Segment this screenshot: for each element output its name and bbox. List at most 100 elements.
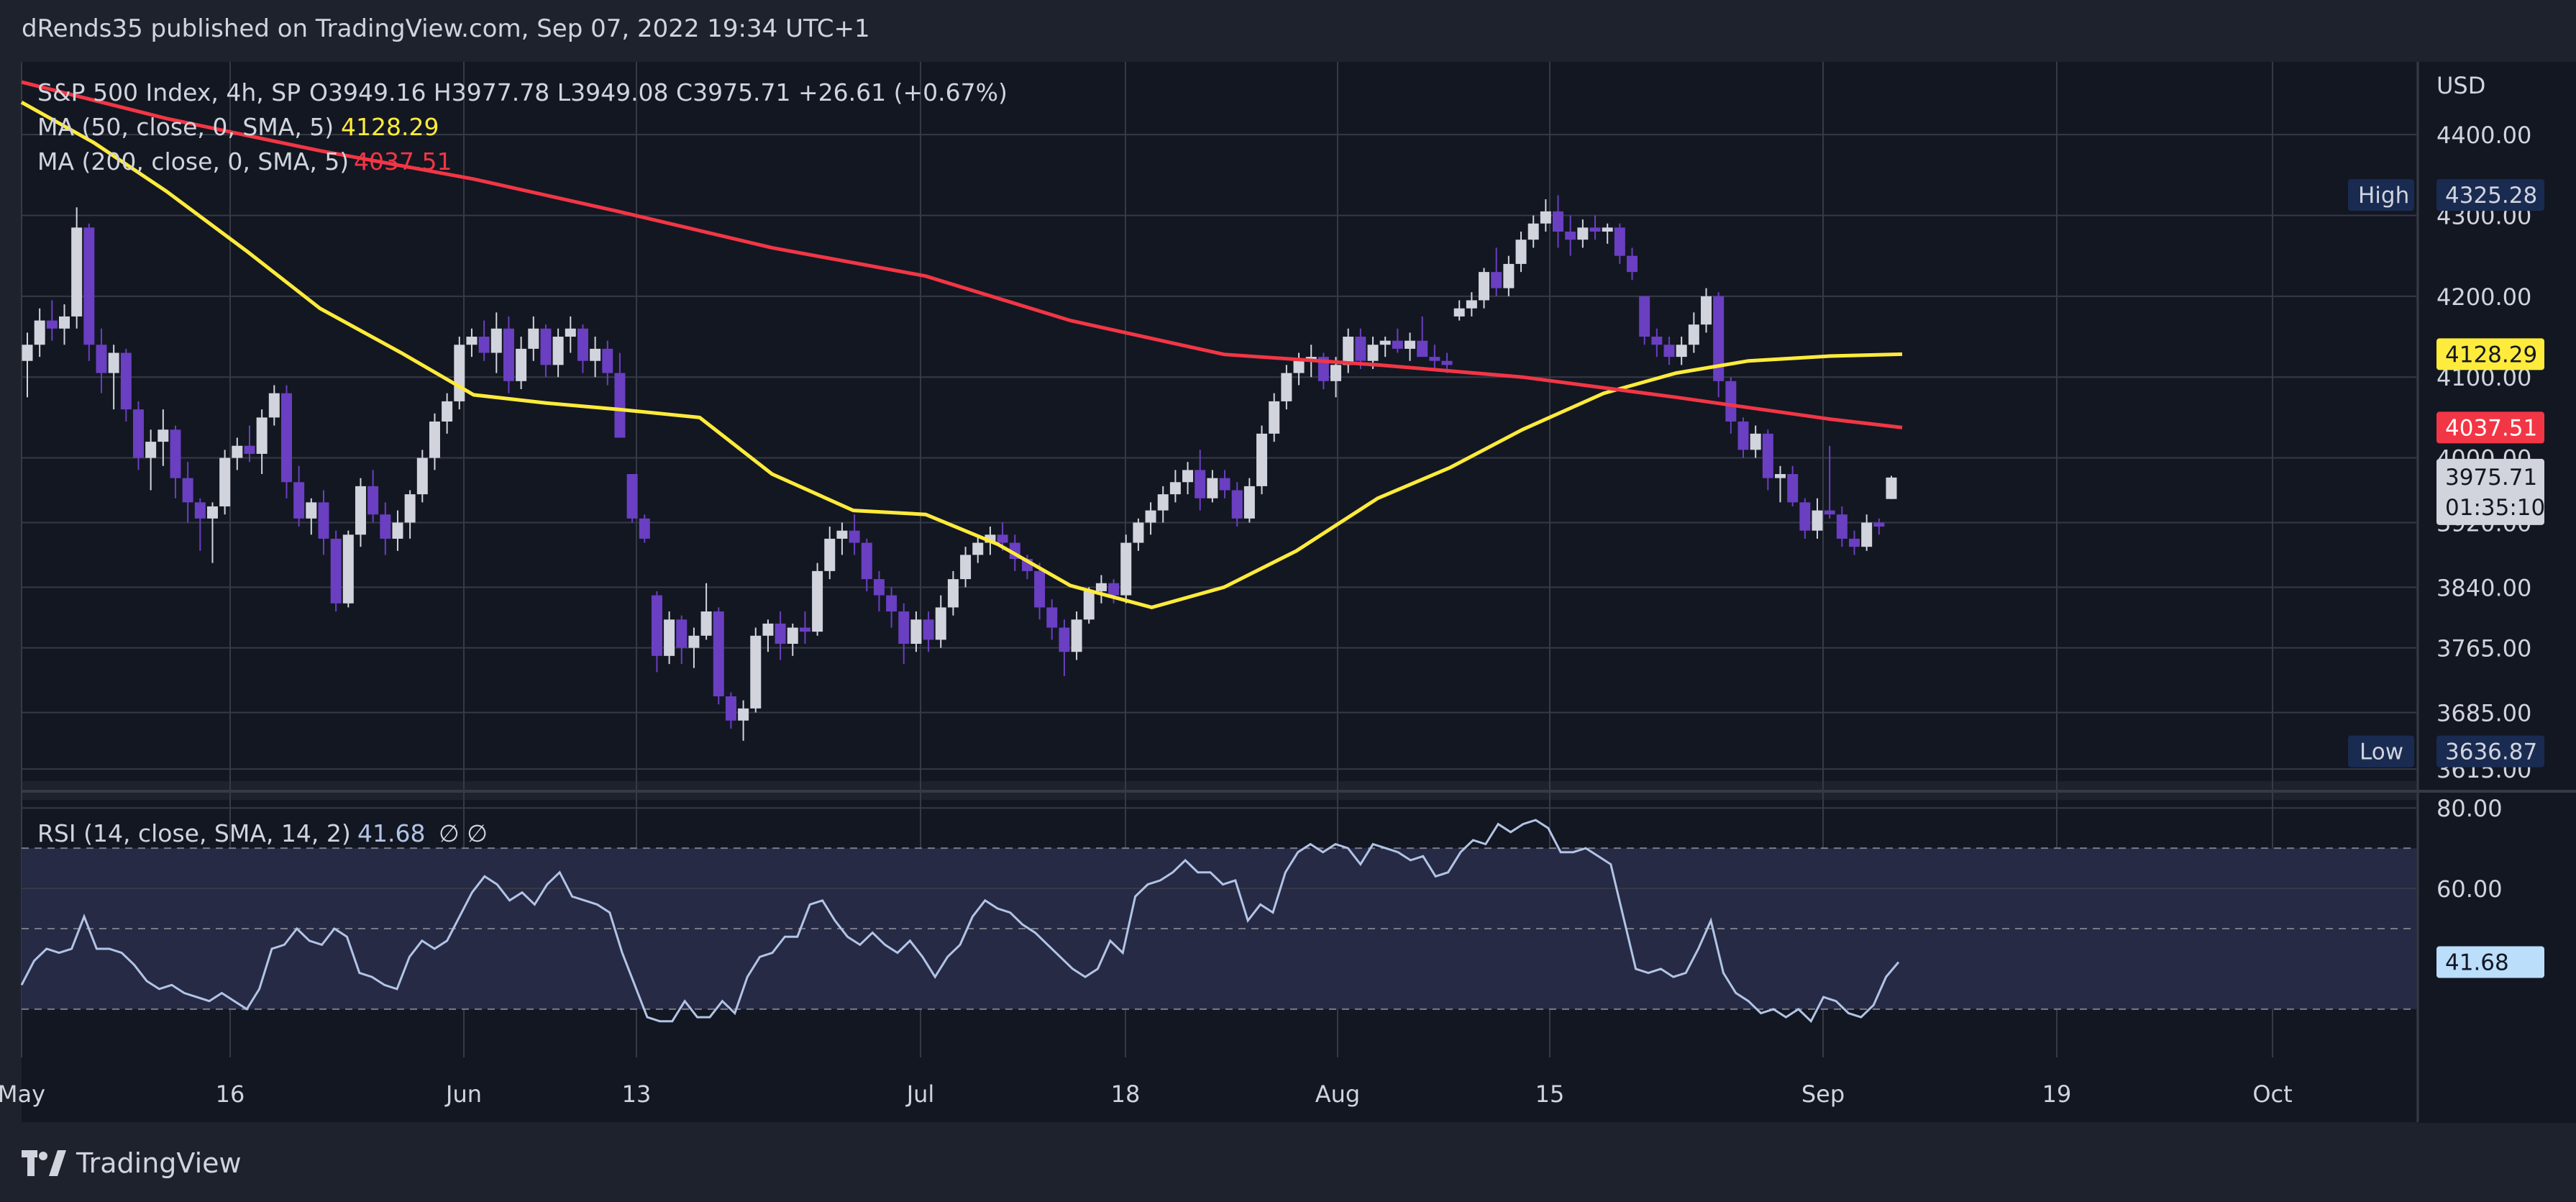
candle-body [416, 457, 428, 495]
candle-body [1207, 478, 1218, 498]
candle-body [1515, 240, 1527, 264]
candle-body [132, 409, 144, 458]
candle-body [700, 611, 712, 636]
candle-body [713, 611, 724, 697]
candle-body [787, 627, 798, 644]
x-tick-label: 15 [1535, 1080, 1565, 1108]
high-value-badge: 4325.28 [2445, 183, 2537, 209]
low-value-badge-bg [2436, 735, 2544, 768]
x-tick-label: Oct [2252, 1080, 2292, 1108]
rsi-badge-bg [2436, 946, 2544, 978]
candle-body [861, 542, 872, 580]
x-tick-label: Sep [1801, 1080, 1845, 1108]
candle-body [1762, 433, 1773, 478]
y-tick-label: 4400.00 [2436, 122, 2531, 149]
candle-body [1663, 345, 1675, 358]
header-bar: dRends35 published on TradingView.com, S… [0, 0, 2576, 62]
candle-body [1157, 494, 1169, 511]
candle-body [170, 429, 181, 478]
candle-body [1405, 340, 1416, 349]
candle-body [1602, 227, 1613, 232]
candle-body [293, 482, 305, 519]
legend-ma50-value: 4128.29 [341, 113, 439, 141]
rsi-line [20, 819, 1900, 1024]
x-tick-label: 19 [2042, 1080, 2072, 1108]
candle-body [46, 320, 58, 329]
candle-body [688, 635, 700, 648]
candle-body [1651, 337, 1663, 345]
candle-body [1343, 337, 1354, 365]
candle-body [1737, 422, 1749, 450]
candle-body [577, 328, 588, 361]
candle-body [849, 530, 860, 543]
ma200-line [21, 80, 1903, 429]
candle-body [182, 478, 193, 503]
candle-body [651, 595, 662, 656]
legend-rsi-suffix: ∅ ∅ [439, 819, 488, 847]
published-line: dRends35 published on TradingView.com, S… [22, 14, 870, 43]
high-value-badge-bg [2436, 179, 2544, 211]
time-axis-pane [22, 1057, 2416, 1122]
candle-body [775, 623, 786, 644]
candle-body [639, 518, 650, 539]
currency-label: USD [2436, 72, 2485, 99]
price-pane [22, 62, 2416, 781]
high-label-bg [2348, 179, 2414, 211]
candle-body [1799, 502, 1811, 531]
price-badge: 3975.71 [2445, 465, 2537, 491]
candle-body [454, 345, 465, 401]
candle-body [1133, 522, 1144, 543]
candle-body [552, 337, 564, 365]
candle-body [466, 337, 478, 345]
ma200-badge: 4037.51 [2445, 415, 2537, 441]
candle-body [219, 457, 231, 506]
brand[interactable]: TradingView [22, 1145, 242, 1181]
candle-body [206, 506, 218, 519]
candle-body [516, 348, 527, 381]
candle-body [799, 627, 810, 632]
candle-body [1589, 227, 1601, 232]
candle-body [1861, 522, 1873, 547]
candle-body [1540, 211, 1551, 224]
candle-body [1527, 223, 1539, 240]
candle-body [194, 502, 206, 519]
legend-rsi-label: RSI (14, close, SMA, 14, 2) [37, 819, 351, 847]
candle-body [367, 486, 379, 515]
candle-body [442, 401, 453, 422]
candle-body [836, 530, 848, 539]
candle-body [1713, 296, 1725, 381]
candle-body [232, 445, 243, 458]
candle-body [923, 619, 934, 640]
candle-body [1836, 514, 1847, 539]
candle-body [1553, 211, 1564, 232]
candle-body [429, 422, 440, 458]
candle-body [1281, 373, 1292, 401]
candle-body [1503, 263, 1515, 288]
candle-body [1083, 591, 1095, 620]
x-tick-label: 16 [216, 1080, 245, 1108]
candle-body [1243, 486, 1255, 519]
candle-body [1627, 255, 1638, 273]
candle-body [1145, 510, 1156, 523]
candle-body [244, 445, 255, 454]
candle-body [762, 623, 774, 636]
y-tick-label: 3685.00 [2436, 699, 2531, 727]
candle-body [1417, 340, 1428, 358]
candle-body [886, 595, 898, 612]
candle-body [1725, 381, 1737, 422]
candle-body [145, 442, 157, 458]
candle-body [812, 570, 823, 632]
candle-body [1639, 296, 1650, 337]
candle-body [1688, 324, 1699, 345]
candle-body [71, 227, 83, 317]
candle-body [1466, 300, 1477, 309]
candle-body [1453, 308, 1465, 317]
candle-body [614, 373, 626, 438]
candle-body [1479, 272, 1490, 301]
candle-body [330, 538, 342, 604]
candle-body [898, 611, 910, 644]
candle-body [824, 538, 836, 571]
ma50-line [20, 101, 1903, 609]
